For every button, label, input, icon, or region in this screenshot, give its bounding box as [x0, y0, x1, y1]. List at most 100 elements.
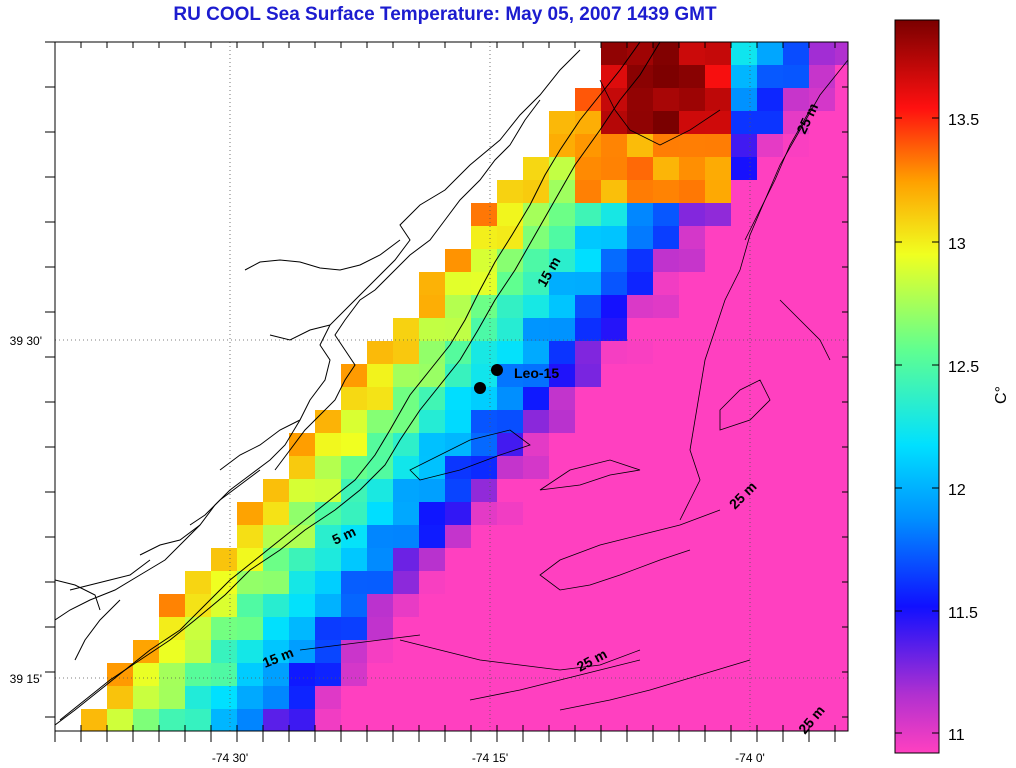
sst-cell: [757, 663, 784, 687]
sst-cell: [159, 617, 186, 641]
sst-cell: [497, 433, 524, 457]
sst-cell: [809, 571, 836, 595]
sst-cell: [393, 548, 420, 572]
sst-cell: [783, 134, 810, 158]
sst-cell: [237, 686, 264, 710]
sst-cell: [497, 180, 524, 204]
sst-cell: [705, 456, 732, 480]
sst-cell: [549, 525, 576, 549]
sst-cell: [419, 709, 446, 731]
sst-cell: [523, 548, 550, 572]
graticule: [55, 42, 848, 731]
sst-cell: [263, 594, 290, 618]
sst-cell: [731, 387, 758, 411]
sst-cell: [731, 226, 758, 250]
sst-cell: [263, 709, 290, 731]
sst-cell: [575, 410, 602, 434]
sst-cell: [679, 341, 706, 365]
sst-cell: [549, 295, 576, 319]
sst-cell: [809, 387, 836, 411]
sst-cell: [835, 226, 848, 250]
sst-cell: [445, 617, 472, 641]
sst-cell: [601, 42, 628, 66]
sst-cell: [523, 571, 550, 595]
sst-cell: [757, 226, 784, 250]
sst-cell: [471, 502, 498, 526]
sst-cell: [575, 525, 602, 549]
sst-cell: [757, 295, 784, 319]
sst-cell: [835, 594, 848, 618]
sst-cell: [653, 341, 680, 365]
sst-cell: [497, 203, 524, 227]
sst-cell: [679, 203, 706, 227]
sst-cell: [653, 249, 680, 273]
sst-cell: [627, 88, 654, 112]
sst-cell: [835, 548, 848, 572]
sst-cell: [497, 295, 524, 319]
sst-cell: [393, 433, 420, 457]
sst-cell: [341, 364, 368, 388]
sst-cell: [523, 525, 550, 549]
sst-cell: [705, 226, 732, 250]
sst-cell: [367, 479, 394, 503]
sst-cell: [653, 134, 680, 158]
sst-cell: [731, 663, 758, 687]
sst-cell: [731, 203, 758, 227]
sst-cell: [601, 134, 628, 158]
sst-cell: [653, 456, 680, 480]
sst-cell: [549, 180, 576, 204]
sst-cell: [575, 180, 602, 204]
sst-cell: [601, 571, 628, 595]
sst-cell: [679, 594, 706, 618]
sst-cell: [289, 686, 316, 710]
sst-cell: [237, 709, 264, 731]
sst-cell: [549, 433, 576, 457]
sst-cell: [809, 364, 836, 388]
sst-cell: [575, 640, 602, 664]
sst-cell: [679, 180, 706, 204]
sst-cell: [627, 203, 654, 227]
sst-cell: [653, 226, 680, 250]
sst-cell: [341, 410, 368, 434]
sst-cell: [731, 249, 758, 273]
sst-cell: [549, 571, 576, 595]
sst-cell: [471, 686, 498, 710]
sst-cell: [445, 318, 472, 342]
sst-cell: [601, 479, 628, 503]
sst-cell: [523, 203, 550, 227]
sst-cell: [835, 180, 848, 204]
sst-cell: [731, 479, 758, 503]
sst-cell: [575, 571, 602, 595]
sst-cell: [705, 364, 732, 388]
sst-cell: [679, 272, 706, 296]
sst-cell: [627, 318, 654, 342]
sst-cell: [263, 617, 290, 641]
sst-cell: [211, 686, 238, 710]
sst-cell: [705, 295, 732, 319]
sst-cell: [835, 617, 848, 641]
sst-cell: [705, 502, 732, 526]
sst-cell: [575, 364, 602, 388]
sst-cell: [497, 617, 524, 641]
sst-cell: [627, 42, 654, 66]
sst-cell: [471, 249, 498, 273]
sst-cell: [367, 663, 394, 687]
sst-cell: [367, 594, 394, 618]
sst-cell: [445, 295, 472, 319]
sst-cell: [757, 456, 784, 480]
sst-cell: [523, 364, 550, 388]
sst-cell: [627, 571, 654, 595]
sst-cell: [393, 341, 420, 365]
sst-cell: [757, 387, 784, 411]
sst-cell: [757, 272, 784, 296]
sst-cell: [315, 640, 342, 664]
sst-cell: [757, 525, 784, 549]
sst-cell: [809, 318, 836, 342]
sst-cell: [159, 594, 186, 618]
sst-cell: [185, 686, 212, 710]
sst-cell: [341, 456, 368, 480]
sst-cell: [523, 502, 550, 526]
sst-cell: [263, 571, 290, 595]
sst-cell: [783, 617, 810, 641]
